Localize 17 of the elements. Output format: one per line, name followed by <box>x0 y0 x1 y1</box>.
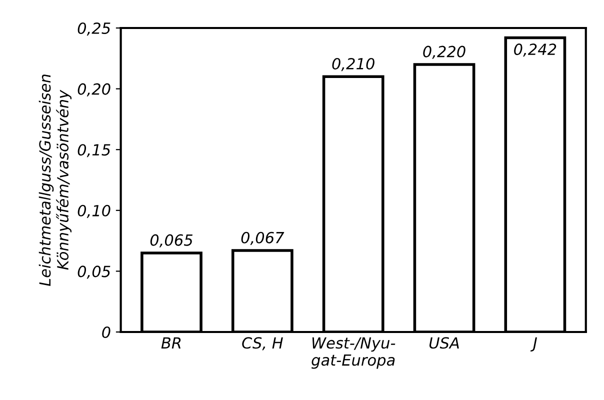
y-tick-label: 0 <box>102 326 110 338</box>
data-label: 0,242 <box>514 44 556 57</box>
x-tick-label: West-/Nyu- gat-Europa <box>312 337 396 369</box>
y-tick-label: 0,20 <box>78 83 110 96</box>
x-tick-label: USA <box>429 337 459 349</box>
y-axis-title: Leichtmetallguss/Gusseisen Könnyűfém/vasöntvény <box>38 74 72 286</box>
data-label: 0,220 <box>423 46 466 59</box>
data-label: 0,210 <box>332 58 374 72</box>
y-tick-label: 0,10 <box>78 204 110 218</box>
y-tick-label: 0,15 <box>78 144 110 158</box>
x-tick-label: J <box>530 337 537 352</box>
y-tick-label: 0,25 <box>78 22 110 36</box>
data-label: 0,065 <box>150 234 193 248</box>
y-tick-label: 0,05 <box>78 266 110 279</box>
x-tick-label: CS, H <box>242 337 283 350</box>
data-label: 0,067 <box>241 232 284 245</box>
x-tick-label: BR <box>161 337 181 348</box>
